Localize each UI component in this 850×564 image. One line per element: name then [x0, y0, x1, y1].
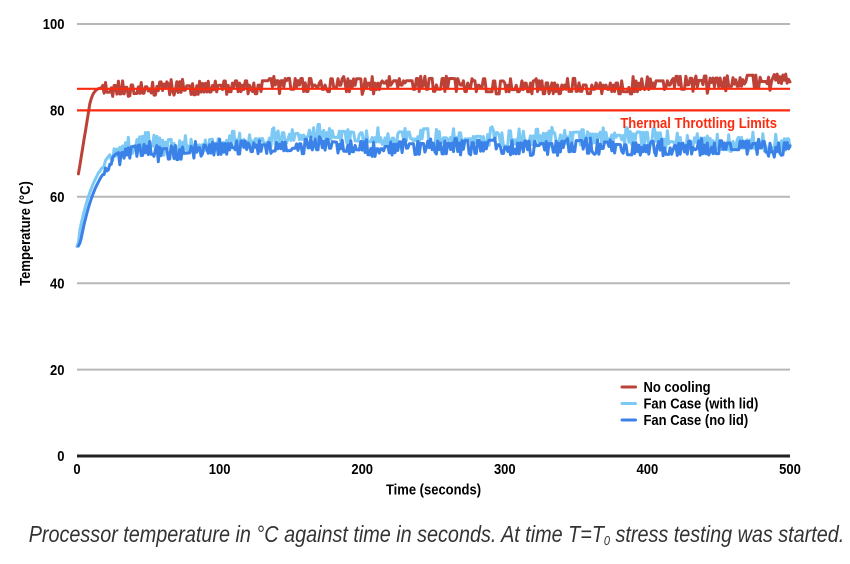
- svg-text:60: 60: [50, 189, 65, 205]
- svg-text:20: 20: [50, 362, 65, 378]
- svg-text:100: 100: [209, 462, 231, 478]
- svg-text:300: 300: [494, 462, 516, 478]
- svg-text:Fan Case (no lid): Fan Case (no lid): [643, 413, 748, 429]
- svg-text:100: 100: [43, 17, 65, 33]
- svg-text:400: 400: [637, 462, 659, 478]
- svg-text:500: 500: [779, 462, 801, 478]
- svg-text:Temperature (°C): Temperature (°C): [17, 181, 33, 286]
- svg-text:Processor temperature in °C ag: Processor temperature in °C against time…: [29, 520, 845, 548]
- svg-text:0: 0: [73, 462, 81, 478]
- svg-text:80: 80: [50, 103, 65, 119]
- svg-text:No cooling: No cooling: [643, 380, 710, 396]
- svg-text:200: 200: [351, 462, 373, 478]
- svg-text:40: 40: [50, 276, 65, 292]
- svg-text:Time (seconds): Time (seconds): [386, 482, 481, 498]
- svg-text:0: 0: [57, 449, 65, 465]
- svg-text:Fan Case (with lid): Fan Case (with lid): [643, 396, 758, 412]
- svg-text:Thermal Throttling Limits: Thermal Throttling Limits: [620, 115, 777, 131]
